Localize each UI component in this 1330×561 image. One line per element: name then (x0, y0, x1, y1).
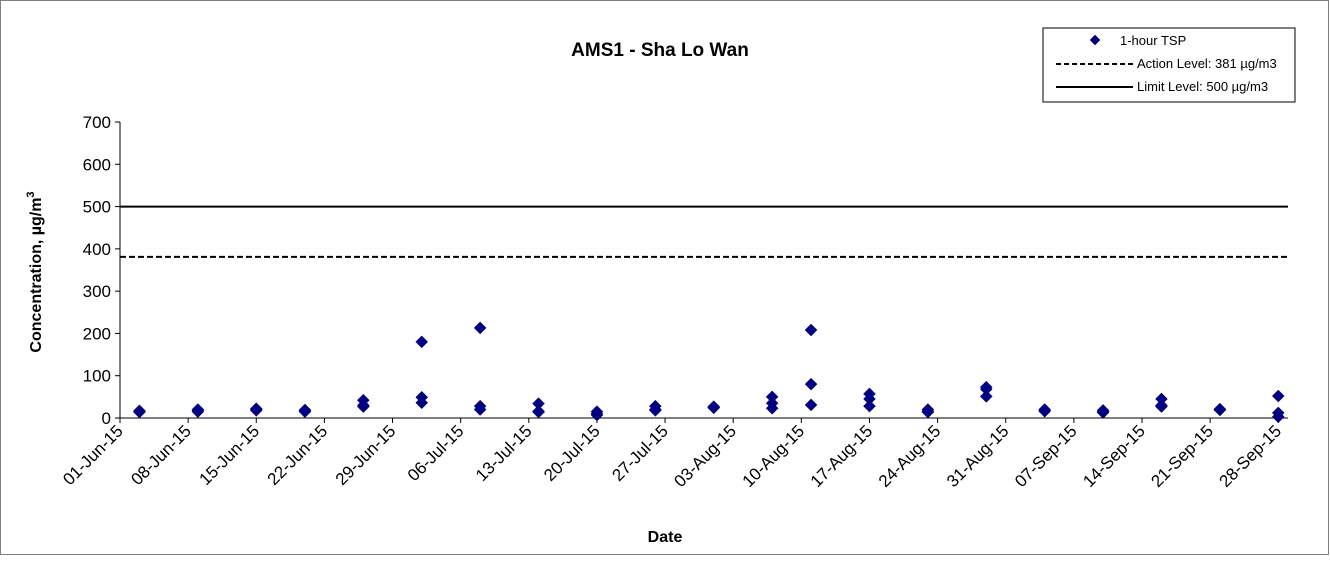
data-point (1271, 389, 1285, 403)
legend-label-limit: Limit Level: 500 µg/m3 (1137, 79, 1268, 94)
data-point (473, 321, 487, 335)
chart-title: AMS1 - Sha Lo Wan (571, 40, 749, 61)
y-tick-label: 200 (83, 324, 111, 343)
data-point (191, 403, 205, 416)
y-axis-title: Concentration, µg/m3 (25, 191, 45, 352)
y-axis-title-text: Concentration, µg/m3 (25, 191, 45, 352)
data-point (804, 398, 818, 412)
y-tick-label: 100 (83, 367, 111, 386)
data-point (356, 398, 370, 412)
data-point (648, 404, 662, 417)
data-point (249, 402, 263, 416)
data-point (707, 401, 721, 415)
legend-label-tsp: 1-hour TSP (1120, 33, 1186, 48)
data-point (921, 405, 935, 419)
y-tick-label: 400 (83, 240, 111, 259)
data-point (415, 396, 429, 410)
y-tick-label: 300 (83, 282, 111, 301)
data-point (532, 405, 545, 419)
data-point (1213, 403, 1227, 417)
legend-label-action: Action Level: 381 µg/m3 (1137, 56, 1277, 71)
data-point (765, 401, 779, 415)
x-axis-title: Date (648, 529, 683, 546)
data-point (804, 323, 818, 337)
data-point (979, 390, 993, 403)
y-tick-label: 700 (83, 113, 111, 132)
data-point (1038, 404, 1052, 418)
data-point (415, 335, 429, 349)
y-tick-label: 0 (102, 409, 111, 428)
y-tick-label: 500 (83, 198, 111, 217)
legend-marker-tsp (1089, 34, 1101, 46)
y-tick-label: 600 (83, 155, 111, 174)
data-point (298, 403, 312, 417)
data-point (473, 403, 487, 416)
y-axis-title-main: Concentration, µg/m (28, 198, 45, 353)
data-point (804, 377, 818, 391)
data-point (1155, 400, 1168, 413)
y-axis-title-superscript: 3 (25, 191, 37, 197)
data-point (1096, 406, 1110, 419)
data-point (590, 408, 604, 422)
data-point (1271, 410, 1285, 424)
legend: 1-hour TSP Action Level: 381 µg/m3 Limit… (1042, 27, 1296, 103)
data-point (133, 405, 146, 419)
data-point (863, 399, 876, 413)
